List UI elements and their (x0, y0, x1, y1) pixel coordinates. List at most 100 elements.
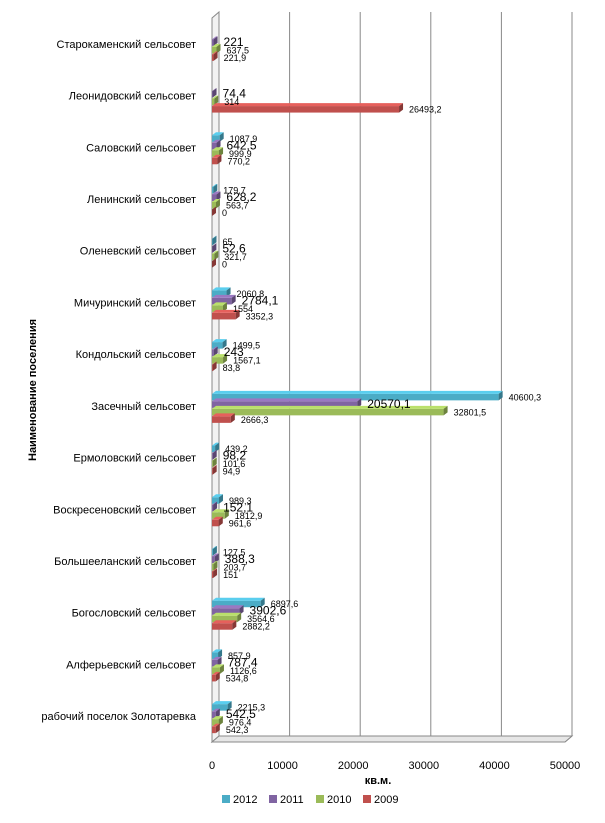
bar-top-2010 (212, 405, 448, 409)
legend-swatch-2011 (269, 795, 277, 803)
bar-2011 (212, 659, 218, 667)
bar-2009 (212, 623, 233, 630)
category-label: Оленевский сельсовет (80, 246, 196, 258)
data-label: 127,5 (223, 548, 246, 558)
floor (210, 735, 574, 743)
bar-2011 (212, 39, 214, 46)
bar-side-2012 (222, 339, 227, 349)
bar-2009 (212, 468, 213, 475)
bar-side-2011 (214, 553, 219, 563)
legend-label: 2010 (327, 794, 351, 806)
category-label: Воскресеновский сельсовет (53, 504, 196, 516)
bar-2012 (212, 549, 213, 556)
bar-top-2012 (212, 546, 217, 549)
bar-top-2011 (212, 243, 217, 247)
legend-label: 2012 (233, 794, 257, 806)
bar-side-2009 (217, 154, 222, 165)
data-label: 628,2 (226, 190, 256, 204)
bar-2011 (212, 91, 213, 98)
x-tick-labels: 0 10000 20000 30000 40000 50000 (209, 760, 580, 772)
data-label: 637,5 (227, 45, 250, 55)
bar-2011 (212, 504, 214, 512)
bar-side-2012 (260, 597, 265, 608)
bar-side-2011 (212, 450, 217, 460)
data-label: 6897,6 (271, 599, 299, 609)
data-label: 1499,5 (233, 341, 261, 351)
bar-side-2012 (227, 701, 232, 711)
category-label: Старокаменский сельсовет (57, 39, 196, 51)
bar-2009 (212, 106, 400, 113)
legend-swatch-2009 (363, 795, 371, 803)
bar-side-2012 (218, 494, 223, 504)
data-label: 152,1 (223, 500, 253, 514)
y-axis-title: Наименование поселения (27, 319, 39, 461)
bar-2012 (212, 393, 499, 401)
bar-2010 (212, 357, 224, 364)
x-tick-label: 0 (209, 760, 215, 772)
bar-side-2011 (212, 243, 217, 253)
category-label: Засечный сельсовет (91, 401, 196, 413)
bar-side-2011 (213, 501, 218, 512)
bar-side-2010 (214, 95, 219, 106)
category-labels: Старокаменский сельсовет Леонидовский сел… (41, 39, 196, 723)
bar-2010 (212, 202, 216, 209)
bar-top-2009 (212, 413, 235, 417)
bar-side-2010 (223, 354, 228, 364)
bar-top-2010 (212, 250, 219, 254)
bar-top-2010 (212, 95, 219, 99)
bar-top-2010 (212, 302, 227, 306)
x-tick-label: 50000 (550, 760, 581, 772)
bar-side-2012 (212, 546, 217, 556)
data-label: 1554 (233, 304, 253, 314)
data-label: 20570,1 (367, 397, 411, 411)
bar-side-2010 (219, 664, 224, 674)
bar-top-2011 (212, 656, 222, 660)
category-label: Ермоловский сельсовет (73, 453, 196, 465)
bar-top-2012 (212, 339, 227, 343)
legend-label: 2011 (280, 794, 304, 806)
bar-2010 (212, 460, 213, 468)
bar-2010 (212, 615, 238, 623)
bar-top-2009 (212, 671, 220, 675)
bar-top-2012 (212, 235, 217, 239)
bar-side-2012 (219, 132, 224, 142)
bar-top-2010 (212, 509, 229, 513)
data-label: 40600,3 (509, 392, 542, 402)
category-label: Мичуринский сельсовет (74, 297, 196, 309)
bar-side-2011 (231, 294, 236, 305)
data-label: 439,2 (225, 444, 248, 454)
data-label: 857,9 (228, 651, 251, 661)
category-label: Саловский сельсовет (86, 142, 196, 154)
category-label: Богословский сельсовет (72, 608, 196, 620)
bar-top-2011 (212, 88, 217, 92)
bar-side-2009 (212, 361, 217, 372)
category-label: Большееланский сельсовет (54, 556, 196, 568)
data-label: 2215,3 (238, 703, 266, 713)
bar-side-2009 (399, 103, 404, 113)
data-label: 976,4 (229, 718, 252, 728)
bar-2010 (212, 305, 223, 312)
bar-2009 (212, 571, 214, 578)
bar-side-2009 (215, 671, 220, 682)
data-label: 2784,1 (242, 293, 279, 307)
bar-side-2009 (212, 206, 216, 216)
bar-side-2011 (212, 88, 217, 98)
bar-top-2011 (212, 501, 218, 505)
bar-side-2010 (219, 147, 224, 157)
data-label: 74,4 (223, 87, 247, 101)
bar-side-2011 (239, 605, 244, 615)
bar-2012 (212, 652, 219, 659)
bar-top-2009 (212, 361, 217, 365)
bar-2009 (212, 312, 236, 320)
bar-side-2009 (212, 258, 216, 268)
data-label: 32801,5 (454, 407, 487, 417)
legend-label: 2009 (374, 794, 398, 806)
data-label: 961,6 (229, 518, 252, 528)
bar-side-2011 (215, 708, 220, 719)
bar-top-2010 (212, 612, 242, 616)
bar-2010 (212, 512, 225, 519)
bar-side-2010 (218, 716, 223, 726)
data-label: 98,2 (223, 449, 247, 463)
bar-2010 (212, 253, 215, 261)
